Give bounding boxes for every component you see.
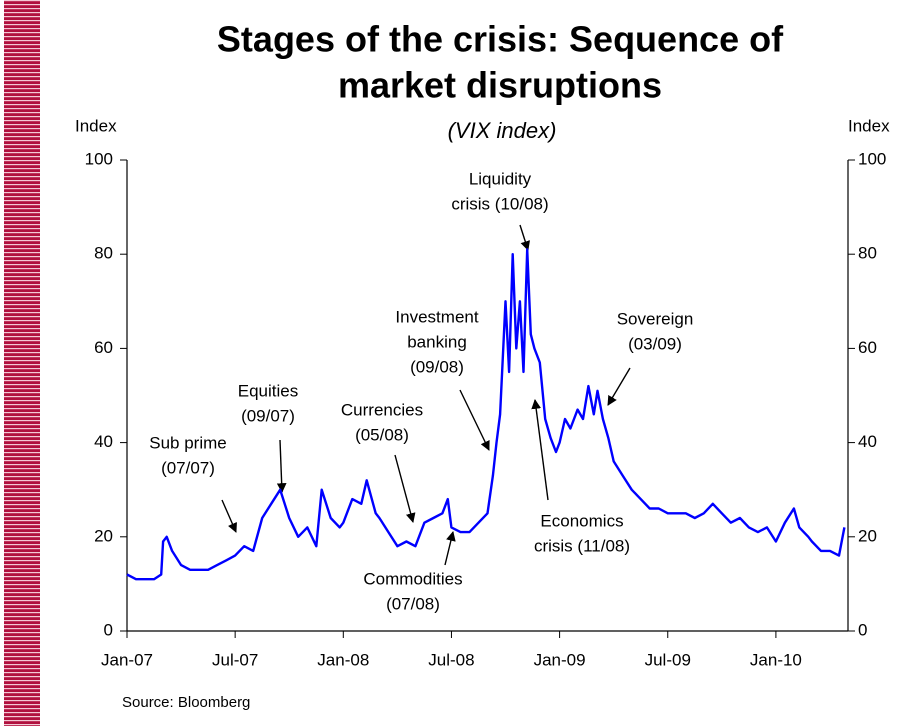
annotation: (07/07) [161, 458, 215, 477]
line-series [126, 248, 846, 581]
y2-axis-label: Index [848, 116, 890, 135]
side-decoration [4, 0, 40, 726]
x-tick-label: Jul-08 [428, 650, 474, 669]
source-note: Source: Bloomberg [122, 694, 250, 711]
x-tick-label: Jan-09 [534, 650, 586, 669]
y-tick-label: 20 [94, 526, 113, 545]
x-tick-label: Jul-09 [645, 650, 691, 669]
x-tick-label: Jan-08 [317, 650, 369, 669]
annotation: (03/09) [628, 334, 682, 353]
y-tick-label: 40 [94, 432, 113, 451]
chart-title: market disruptions [338, 65, 662, 106]
annotation: crisis (11/08) [534, 536, 630, 555]
y-tick-label: 0 [104, 620, 113, 639]
chart-title: Stages of the crisis: Sequence of [217, 19, 784, 60]
annotation: Currencies [341, 400, 423, 419]
annotation: Sovereign [617, 309, 694, 328]
annotation: banking [407, 332, 467, 351]
annotation: Liquidity [469, 169, 532, 188]
y2-tick-label: 80 [858, 244, 877, 263]
x-tick-label: Jan-10 [750, 650, 802, 669]
annotation: (09/07) [241, 406, 295, 425]
annotation: (07/08) [386, 594, 440, 613]
annotation: Equities [238, 381, 298, 400]
annotation: (05/08) [355, 425, 409, 444]
y2-tick-label: 60 [858, 338, 877, 357]
annotation-arrows [221, 224, 631, 566]
annotation: Investment [395, 307, 478, 326]
y2-tick-label: 40 [858, 432, 877, 451]
y-tick-label: 100 [85, 149, 113, 168]
x-tick-label: Jul-07 [212, 650, 258, 669]
annotation: (09/08) [410, 357, 464, 376]
x-tick-label: Jan-07 [101, 650, 153, 669]
y2-tick-label: 0 [858, 620, 867, 639]
y-tick-label: 80 [94, 244, 113, 263]
annotation: crisis (10/08) [451, 194, 548, 213]
y-axis-label: Index [75, 116, 117, 135]
annotation: Sub prime [149, 433, 226, 452]
chart-subtitle: (VIX index) [448, 118, 557, 143]
annotation: Commodities [363, 569, 462, 588]
y-tick-label: 60 [94, 338, 113, 357]
y2-tick-label: 20 [858, 526, 877, 545]
annotation: Economics [540, 511, 623, 530]
y2-tick-label: 100 [858, 149, 886, 168]
